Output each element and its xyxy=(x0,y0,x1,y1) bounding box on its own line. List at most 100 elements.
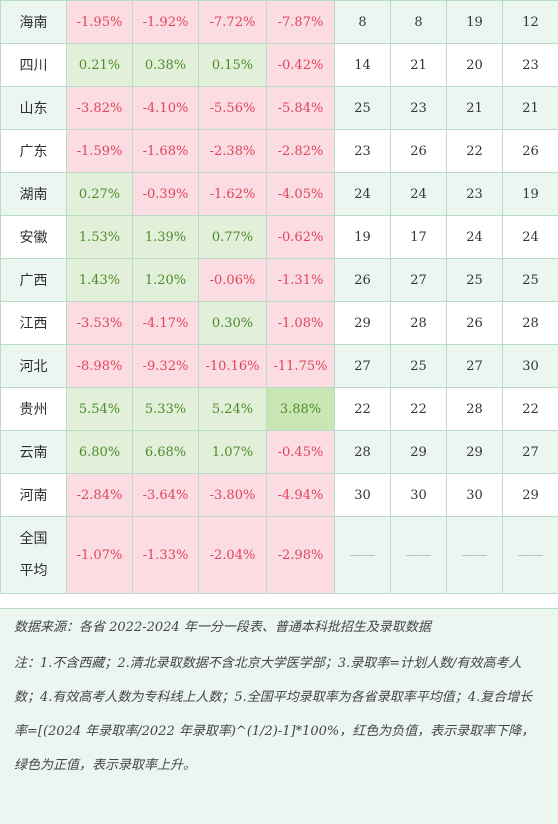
rank-cell: 28 xyxy=(334,430,391,474)
rate-cell: 1.07% xyxy=(198,430,267,474)
rate-cell: -3.80% xyxy=(198,473,267,517)
rate-cell: 0.27% xyxy=(66,172,133,216)
rate-cell: -10.16% xyxy=(198,344,267,388)
rate-cell: -3.82% xyxy=(66,86,133,130)
rate-cell: -4.17% xyxy=(132,301,199,345)
rank-cell: 30 xyxy=(502,344,558,388)
rank-cell: 27 xyxy=(502,430,558,474)
rank-cell: 21 xyxy=(390,43,447,87)
rate-cell: -4.05% xyxy=(266,172,335,216)
rank-cell: 19 xyxy=(446,0,503,44)
rank-cell: 29 xyxy=(390,430,447,474)
rank-cell: 26 xyxy=(502,129,558,173)
rate-cell: 1.20% xyxy=(132,258,199,302)
province-cell: 全国平均 xyxy=(0,516,67,594)
rank-cell: 23 xyxy=(502,43,558,87)
rank-cell: 21 xyxy=(502,86,558,130)
admission-rate-table: 海南 -1.95% -1.92% -7.72% -7.87% 8 8 19 12 四川 0.21% 0… xyxy=(0,0,558,594)
rank-cell: 24 xyxy=(334,172,391,216)
rate-cell: -1.95% xyxy=(66,0,133,44)
province-cell: 贵州 xyxy=(0,387,67,431)
rate-cell: -2.38% xyxy=(198,129,267,173)
rank-cell: 27 xyxy=(446,344,503,388)
rank-cell: 24 xyxy=(502,215,558,259)
rate-cell: -1.92% xyxy=(132,0,199,44)
rate-cell: 1.53% xyxy=(66,215,133,259)
rank-cell: 28 xyxy=(390,301,447,345)
rate-cell: -2.04% xyxy=(198,516,267,594)
table-row: 贵州 5.54% 5.33% 5.24% 3.88% 22 22 28 22 xyxy=(0,387,558,431)
table-row: 广东 -1.59% -1.68% -2.38% -2.82% 23 26 22 26 xyxy=(0,129,558,173)
empty-rank-cell: —— xyxy=(502,516,558,594)
rank-cell: 17 xyxy=(390,215,447,259)
province-cell: 广西 xyxy=(0,258,67,302)
empty-rank-cell: —— xyxy=(390,516,447,594)
rate-cell: 0.77% xyxy=(198,215,267,259)
province-cell: 海南 xyxy=(0,0,67,44)
rank-cell: 27 xyxy=(334,344,391,388)
rate-cell: -7.87% xyxy=(266,0,335,44)
table-row: 四川 0.21% 0.38% 0.15% -0.42% 14 21 20 23 xyxy=(0,43,558,87)
rate-cell: 1.43% xyxy=(66,258,133,302)
rate-cell: -1.62% xyxy=(198,172,267,216)
province-cell: 云南 xyxy=(0,430,67,474)
rank-cell: 26 xyxy=(334,258,391,302)
national-average-row: 全国平均 -1.07% -1.33% -2.04% -2.98% —— —— —— —— xyxy=(0,516,558,594)
rate-cell: 5.33% xyxy=(132,387,199,431)
table-body: 海南 -1.95% -1.92% -7.72% -7.87% 8 8 19 12 四川 0.21% 0… xyxy=(0,0,558,594)
rank-cell: 21 xyxy=(446,86,503,130)
notes-section: 数据来源：各省 2022-2024 年一分一段表、普通本科批招生及录取数据 注：… xyxy=(0,608,558,824)
rank-cell: 30 xyxy=(390,473,447,517)
rank-cell: 29 xyxy=(502,473,558,517)
rate-cell: -8.98% xyxy=(66,344,133,388)
rank-cell: 22 xyxy=(446,129,503,173)
rate-cell: 5.24% xyxy=(198,387,267,431)
rate-cell: -0.06% xyxy=(198,258,267,302)
table-row: 广西 1.43% 1.20% -0.06% -1.31% 26 27 25 25 xyxy=(0,258,558,302)
rate-cell: -11.75% xyxy=(266,344,335,388)
table-row: 海南 -1.95% -1.92% -7.72% -7.87% 8 8 19 12 xyxy=(0,0,558,44)
rate-cell: -9.32% xyxy=(132,344,199,388)
rank-cell: 19 xyxy=(502,172,558,216)
rate-cell: -0.39% xyxy=(132,172,199,216)
rank-cell: 8 xyxy=(390,0,447,44)
rank-cell: 29 xyxy=(334,301,391,345)
rate-cell: -5.84% xyxy=(266,86,335,130)
rank-cell: 8 xyxy=(334,0,391,44)
rate-cell: -1.33% xyxy=(132,516,199,594)
province-cell: 广东 xyxy=(0,129,67,173)
province-cell: 江西 xyxy=(0,301,67,345)
rate-cell: -3.64% xyxy=(132,473,199,517)
rank-cell: 26 xyxy=(390,129,447,173)
rank-cell: 25 xyxy=(390,344,447,388)
rate-cell: -2.84% xyxy=(66,473,133,517)
rank-cell: 25 xyxy=(502,258,558,302)
rate-cell: 3.88% xyxy=(266,387,335,431)
province-cell: 四川 xyxy=(0,43,67,87)
table-row: 云南 6.80% 6.68% 1.07% -0.45% 28 29 29 27 xyxy=(0,430,558,474)
rate-cell: 1.39% xyxy=(132,215,199,259)
rank-cell: 30 xyxy=(446,473,503,517)
table-row: 河南 -2.84% -3.64% -3.80% -4.94% 30 30 30 29 xyxy=(0,473,558,517)
rank-cell: 24 xyxy=(390,172,447,216)
rank-cell: 26 xyxy=(446,301,503,345)
rank-cell: 23 xyxy=(446,172,503,216)
rank-cell: 22 xyxy=(390,387,447,431)
province-cell: 安徽 xyxy=(0,215,67,259)
rank-cell: 28 xyxy=(502,301,558,345)
rate-cell: -2.82% xyxy=(266,129,335,173)
rank-cell: 25 xyxy=(446,258,503,302)
rate-cell: 5.54% xyxy=(66,387,133,431)
province-cell: 湖南 xyxy=(0,172,67,216)
rate-cell: -0.45% xyxy=(266,430,335,474)
rank-cell: 12 xyxy=(502,0,558,44)
table-row: 湖南 0.27% -0.39% -1.62% -4.05% 24 24 23 19 xyxy=(0,172,558,216)
rank-cell: 27 xyxy=(390,258,447,302)
rate-cell: -0.42% xyxy=(266,43,335,87)
table-row: 河北 -8.98% -9.32% -10.16% -11.75% 27 25 27 30 xyxy=(0,344,558,388)
rate-cell: -1.59% xyxy=(66,129,133,173)
province-cell: 山东 xyxy=(0,86,67,130)
rate-cell: 0.15% xyxy=(198,43,267,87)
rate-cell: -1.31% xyxy=(266,258,335,302)
